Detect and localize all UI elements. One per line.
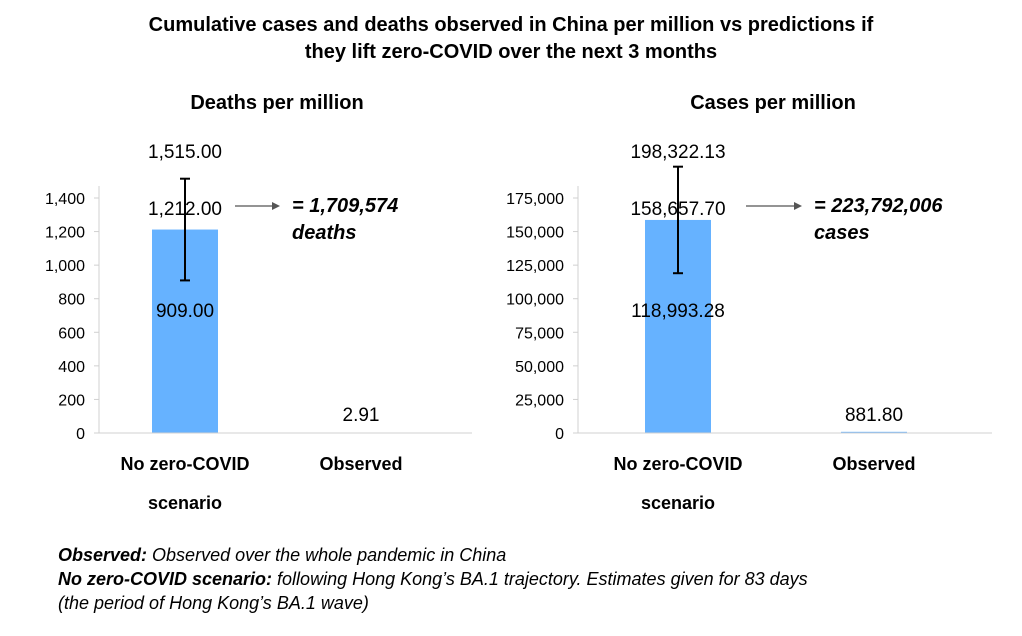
deaths-error-high-label: 1,515.00 bbox=[148, 142, 222, 163]
cases-y-tick-label: 0 bbox=[555, 426, 564, 443]
deaths-chart: Deaths per million 0 200 400 600 800 1,000 1,20… bbox=[45, 92, 472, 513]
cases-y-tick-label: 175,000 bbox=[506, 191, 564, 208]
deaths-category-label-0: No zero-COVID bbox=[120, 454, 249, 474]
deaths-y-tick-label: 800 bbox=[58, 292, 85, 309]
cases-bar-1 bbox=[841, 431, 907, 433]
figure-title: Cumulative cases and deaths observed in … bbox=[0, 12, 1022, 66]
cases-annotation-unit: cases bbox=[814, 222, 870, 244]
cases-error-low-label: 118,993.28 bbox=[631, 301, 725, 322]
cases-value-label-1: 881.80 bbox=[845, 405, 903, 426]
deaths-category-label-0: scenario bbox=[148, 493, 222, 513]
footnote-observed: Observed: Observed over the whole pandem… bbox=[58, 543, 1008, 567]
title-line-1: Cumulative cases and deaths observed in … bbox=[148, 14, 874, 36]
deaths-y-tick-label: 1,400 bbox=[45, 191, 85, 208]
deaths-y-tick-label: 0 bbox=[76, 426, 85, 443]
cases-y-tick-label: 25,000 bbox=[515, 392, 564, 409]
cases-category-label-0: No zero-COVID bbox=[613, 454, 742, 474]
chart-footnote: Observed: Observed over the whole pandem… bbox=[58, 543, 1008, 615]
deaths-y-tick-label: 600 bbox=[58, 325, 85, 342]
title-line-2: they lift zero-COVID over the next 3 mon… bbox=[304, 41, 718, 63]
deaths-error-low-label: 909.00 bbox=[156, 301, 214, 322]
cases-category-label-0: scenario bbox=[641, 493, 715, 513]
deaths-chart-title: Deaths per million bbox=[190, 92, 363, 114]
deaths-arrow-head bbox=[272, 202, 280, 210]
cases-error-high-label: 198,322.13 bbox=[630, 142, 725, 163]
footnote-scenario: No zero-COVID scenario: following Hong K… bbox=[58, 567, 1008, 591]
deaths-y-tick-label: 200 bbox=[58, 392, 85, 409]
cases-chart: Cases per million 0 25,000 50,000 75,000 100,… bbox=[506, 92, 992, 513]
cases-y-tick-label: 75,000 bbox=[515, 325, 564, 342]
deaths-y-tick-label: 1,000 bbox=[45, 258, 85, 275]
footnote-scenario-note: (the period of Hong Kong’s BA.1 wave) bbox=[58, 593, 369, 613]
cases-chart-title: Cases per million bbox=[690, 92, 856, 114]
footnote-observed-label: Observed: bbox=[58, 545, 148, 565]
footnote-observed-text: Observed over the whole pandemic in Chin… bbox=[147, 545, 507, 565]
cases-y-tick-label: 125,000 bbox=[506, 258, 564, 275]
footnote-scenario-label: No zero-COVID scenario: bbox=[58, 569, 273, 589]
cases-arrow-head bbox=[794, 202, 802, 210]
deaths-annotation-total: = 1,709,574 bbox=[292, 195, 398, 217]
cases-annotation-total: = 223,792,006 bbox=[814, 195, 943, 217]
deaths-value-label-0: 1,212.00 bbox=[148, 199, 222, 220]
footnote-scenario-text: following Hong Kong’s BA.1 trajectory. E… bbox=[272, 569, 808, 589]
cases-value-label-0: 158,657.70 bbox=[630, 199, 725, 220]
cases-y-tick-label: 100,000 bbox=[506, 292, 564, 309]
cases-y-tick-label: 50,000 bbox=[515, 359, 564, 376]
deaths-y-tick-label: 400 bbox=[58, 359, 85, 376]
deaths-category-label-1: Observed bbox=[319, 454, 402, 474]
deaths-y-tick-label: 1,200 bbox=[45, 225, 85, 242]
cases-category-label-1: Observed bbox=[832, 454, 915, 474]
deaths-value-label-1: 2.91 bbox=[343, 405, 380, 426]
deaths-annotation-unit: deaths bbox=[292, 222, 356, 244]
cases-y-tick-label: 150,000 bbox=[506, 225, 564, 242]
